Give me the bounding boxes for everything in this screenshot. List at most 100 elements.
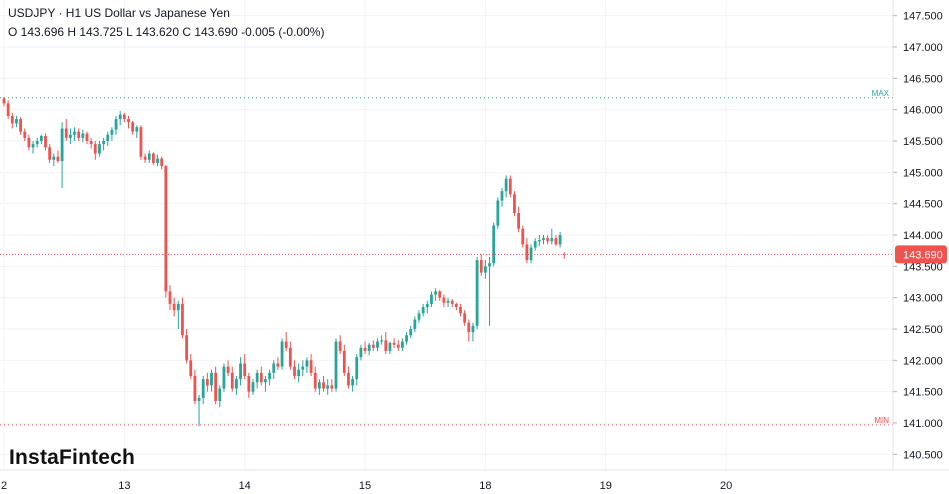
candle[interactable]: [93, 141, 97, 160]
candle[interactable]: [197, 394, 201, 427]
candle[interactable]: [380, 335, 384, 345]
candle[interactable]: [247, 372, 251, 398]
candle[interactable]: [23, 128, 27, 141]
candle[interactable]: [168, 285, 172, 311]
candle[interactable]: [367, 342, 371, 356]
candle[interactable]: [69, 128, 72, 145]
candle[interactable]: [484, 260, 487, 279]
candle[interactable]: [413, 316, 417, 333]
candles[interactable]: [2, 97, 566, 427]
candle[interactable]: [293, 360, 296, 380]
candle[interactable]: [504, 175, 508, 198]
candle[interactable]: [517, 206, 520, 232]
candle[interactable]: [19, 117, 22, 135]
candle[interactable]: [301, 360, 305, 376]
candle[interactable]: [73, 127, 76, 141]
candle[interactable]: [492, 222, 496, 267]
candle[interactable]: [77, 128, 81, 141]
candle[interactable]: [89, 137, 93, 149]
candle[interactable]: [425, 300, 429, 314]
price-axis[interactable]: 140.500 141.000 141.500 142.000 142.500 143.0…: [893, 11, 943, 462]
candle[interactable]: [172, 297, 176, 317]
candle[interactable]: [31, 141, 35, 154]
candle[interactable]: [479, 253, 483, 276]
candle[interactable]: [363, 341, 367, 355]
candle[interactable]: [48, 144, 52, 163]
candle[interactable]: [475, 256, 479, 329]
candle[interactable]: [417, 310, 421, 323]
candle[interactable]: [114, 115, 118, 135]
candle[interactable]: [546, 235, 550, 245]
candle[interactable]: [239, 357, 242, 386]
candle[interactable]: [185, 329, 188, 364]
candle[interactable]: [272, 360, 276, 380]
candle[interactable]: [459, 303, 462, 317]
candle[interactable]: [330, 379, 334, 392]
candle[interactable]: [442, 294, 446, 308]
candle[interactable]: [201, 376, 205, 405]
candle[interactable]: [255, 369, 259, 389]
candle[interactable]: [467, 319, 471, 342]
candle[interactable]: [384, 332, 388, 355]
candle[interactable]: [56, 150, 60, 163]
candle[interactable]: [508, 175, 512, 198]
candle[interactable]: [297, 363, 301, 383]
candle[interactable]: [454, 302, 458, 311]
candle[interactable]: [322, 376, 325, 392]
candle[interactable]: [214, 366, 218, 405]
candle[interactable]: [313, 366, 317, 392]
candle[interactable]: [342, 344, 346, 376]
candle[interactable]: [529, 244, 533, 264]
candle[interactable]: [44, 133, 47, 151]
candle[interactable]: [471, 322, 475, 342]
candle[interactable]: [305, 357, 309, 373]
candle[interactable]: [554, 235, 558, 247]
candle[interactable]: [513, 191, 516, 217]
candle[interactable]: [533, 238, 537, 251]
candle[interactable]: [98, 141, 101, 157]
candle[interactable]: [222, 363, 226, 392]
candle[interactable]: [193, 369, 197, 405]
candle[interactable]: [210, 369, 213, 392]
candle[interactable]: [355, 354, 359, 386]
candle[interactable]: [52, 153, 56, 167]
candle[interactable]: [106, 131, 110, 147]
candle[interactable]: [131, 120, 135, 135]
candle[interactable]: [521, 225, 525, 248]
candle[interactable]: [347, 366, 350, 389]
candle[interactable]: [371, 340, 375, 351]
candle[interactable]: [309, 354, 313, 376]
candle[interactable]: [401, 338, 404, 351]
candle[interactable]: [156, 154, 159, 167]
candle[interactable]: [143, 153, 147, 163]
candle[interactable]: [39, 134, 43, 145]
candle[interactable]: [446, 297, 450, 308]
candle[interactable]: [542, 235, 545, 245]
candle[interactable]: [189, 354, 193, 380]
candle[interactable]: [438, 290, 442, 301]
candle[interactable]: [359, 344, 363, 361]
candle[interactable]: [10, 112, 14, 129]
candle[interactable]: [318, 379, 321, 395]
candle[interactable]: [85, 131, 89, 145]
candle[interactable]: [396, 340, 400, 351]
candle[interactable]: [64, 119, 68, 141]
candle[interactable]: [405, 332, 408, 345]
candle[interactable]: [35, 137, 39, 148]
candle[interactable]: [430, 291, 433, 308]
candle[interactable]: [496, 197, 500, 229]
candle[interactable]: [338, 335, 342, 355]
candle[interactable]: [409, 325, 413, 339]
candle[interactable]: [181, 297, 184, 339]
time-axis[interactable]: 2 13 14 15 18 19 20: [1, 480, 732, 492]
candle[interactable]: [230, 366, 234, 392]
candle[interactable]: [488, 256, 491, 326]
candle[interactable]: [500, 188, 504, 207]
candle[interactable]: [218, 385, 222, 408]
candle[interactable]: [550, 228, 554, 245]
candle[interactable]: [434, 288, 437, 301]
candle[interactable]: [118, 110, 122, 126]
candle[interactable]: [226, 360, 230, 376]
candle[interactable]: [264, 376, 267, 392]
